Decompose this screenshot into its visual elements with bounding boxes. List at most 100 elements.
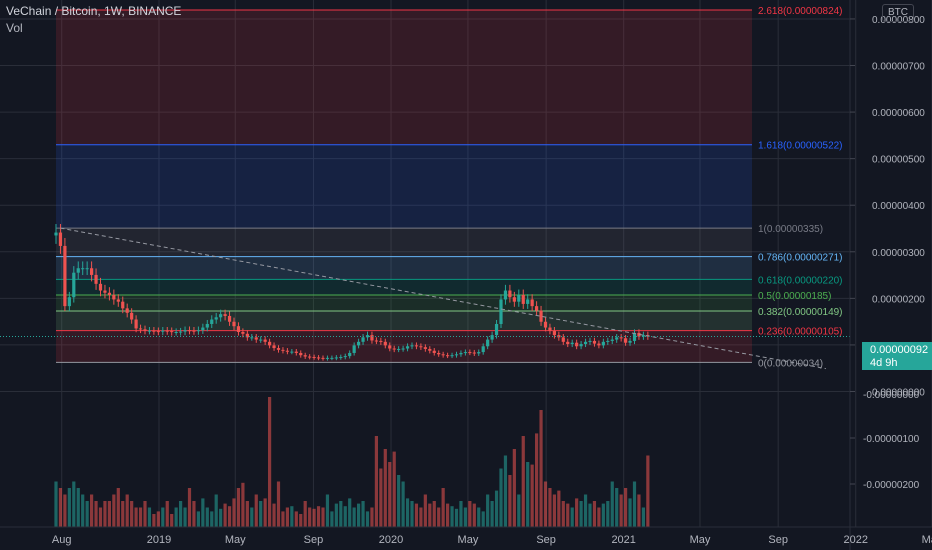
candle-body: [401, 348, 405, 350]
volume-bar: [423, 494, 427, 527]
candle-body: [121, 301, 125, 309]
volume-bar: [236, 488, 241, 527]
candle-body: [575, 342, 579, 347]
volume-bar: [321, 507, 325, 527]
volume-bar: [432, 501, 436, 527]
candle-body: [392, 348, 396, 350]
candle-body: [583, 341, 588, 345]
time-tick-label: May: [225, 534, 246, 546]
trendline[interactable]: [60, 227, 826, 370]
candle-body: [405, 346, 410, 349]
candle-body: [414, 345, 419, 347]
candle-body: [325, 357, 330, 359]
candle-body: [107, 292, 111, 295]
volume-bar: [67, 488, 71, 527]
candle-body: [437, 352, 441, 355]
symbol-legend[interactable]: VeChain / Bitcoin, 1W, BINANCE: [6, 4, 182, 18]
dashed-trendline[interactable]: [60, 227, 826, 370]
volume-bar: [187, 488, 192, 527]
volume-bar: [499, 468, 503, 527]
fib-zone: [56, 279, 752, 295]
volume-bar: [138, 507, 143, 527]
volume-bar: [365, 511, 370, 527]
candle-body: [281, 349, 285, 351]
candle-body: [303, 355, 307, 357]
candle-body: [312, 356, 316, 358]
volume-bar: [374, 436, 378, 527]
volume-bar: [227, 506, 232, 527]
fib-zone: [56, 228, 752, 257]
candle-body: [530, 299, 534, 307]
volume-bar: [459, 501, 463, 527]
candle-body: [254, 337, 258, 340]
candle-body: [130, 312, 134, 320]
price-tick-label: 0.00000600: [872, 108, 925, 119]
candle-body: [610, 339, 614, 341]
candle-body: [552, 330, 556, 336]
candle-body: [343, 356, 347, 358]
time-tick-label: May: [458, 534, 479, 546]
volume-bar: [290, 506, 294, 527]
candle-body: [499, 299, 503, 324]
candle-body: [294, 351, 298, 353]
volume-bar: [583, 494, 588, 527]
volume-bar: [58, 488, 63, 527]
volume-bar: [348, 498, 352, 527]
volume-bar: [330, 511, 334, 527]
candle-body: [535, 306, 539, 311]
candle-body: [374, 340, 378, 342]
volume-bar: [316, 506, 321, 527]
candle-body: [272, 345, 276, 349]
volume-bar: [147, 507, 152, 527]
volume-bar: [276, 481, 281, 527]
volume-legend[interactable]: Vol: [6, 21, 23, 35]
volume-bar: [90, 494, 94, 527]
volume-bar: [539, 410, 543, 527]
volume-bar: [201, 498, 205, 527]
volume-bar: [610, 481, 614, 527]
volume-bar: [263, 498, 267, 527]
candle-body: [615, 337, 619, 340]
candle-body: [379, 340, 383, 342]
volume-bar: [245, 501, 249, 527]
candle-body: [174, 332, 178, 334]
currency-badge[interactable]: BTC: [882, 4, 914, 22]
volume-bar: [334, 503, 338, 527]
volume-bar: [535, 433, 539, 527]
fibonacci-retracement[interactable]: 0(0.00000034) 0.236(0.00000105) 0.382(0.00…: [56, 6, 843, 369]
candle-body: [539, 310, 543, 322]
time-tick-label: 2022: [843, 534, 867, 546]
volume-bar: [619, 494, 623, 527]
candle-body: [232, 321, 236, 327]
volume-bar: [472, 503, 476, 527]
candle-body: [463, 352, 467, 354]
time-tick-label: Sep: [768, 534, 788, 546]
fib-zone: [56, 256, 752, 280]
candle-body: [566, 341, 570, 345]
time-tick-label: Sep: [536, 534, 556, 546]
volume-bar: [174, 507, 178, 527]
candle-body: [517, 294, 521, 302]
candlestick-series: [54, 223, 650, 361]
volume-bar: [561, 501, 565, 527]
candle-body: [561, 337, 565, 342]
volume-bar: [441, 488, 445, 527]
candle-body: [357, 341, 361, 346]
candle-body: [459, 352, 463, 355]
volume-bar: [312, 508, 316, 527]
candle-body: [486, 339, 490, 347]
candle-body: [165, 330, 169, 332]
price-tick-label: 0.00000500: [872, 155, 925, 166]
candle-body: [147, 330, 152, 332]
volume-bar: [428, 503, 432, 527]
volume-bar: [490, 501, 494, 527]
candle-body: [624, 338, 628, 343]
volume-bar: [392, 451, 396, 527]
candle-body: [606, 340, 610, 342]
candle-body: [81, 268, 85, 270]
candle-body: [628, 340, 632, 343]
candle-body: [641, 335, 645, 337]
